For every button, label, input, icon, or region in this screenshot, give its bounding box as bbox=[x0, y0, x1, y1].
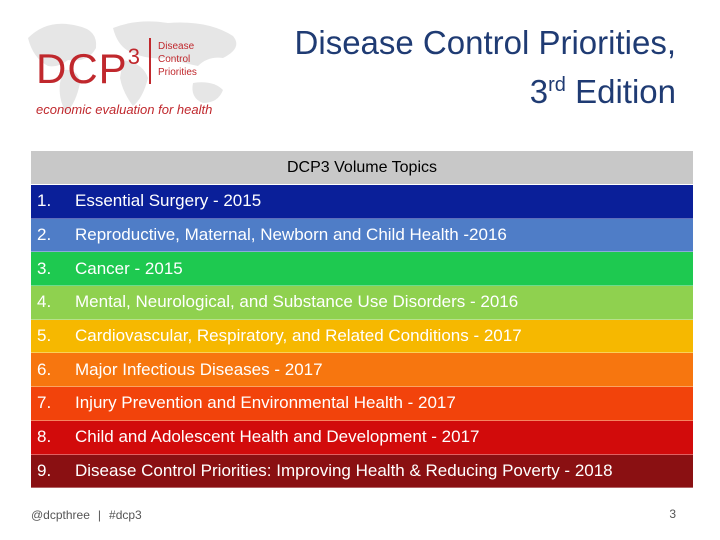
topic-label: Essential Surgery - 2015 bbox=[75, 191, 262, 211]
page-number: 3 bbox=[669, 507, 676, 521]
topic-row: 8. Child and Adolescent Health and Develo… bbox=[31, 420, 693, 455]
topic-number: 4. bbox=[37, 292, 52, 312]
footer-separator: | bbox=[97, 508, 102, 522]
topic-label: Cancer - 2015 bbox=[75, 258, 183, 278]
topic-number: 7. bbox=[37, 393, 52, 413]
topic-label: Reproductive, Maternal, Newborn and Chil… bbox=[75, 225, 507, 245]
topic-label: Mental, Neurological, and Substance Use … bbox=[75, 292, 519, 312]
table-header: DCP3 Volume Topics bbox=[31, 151, 693, 184]
topic-row: 3. Cancer - 2015 bbox=[31, 252, 693, 287]
topic-number: 5. bbox=[37, 326, 52, 346]
logo-divider bbox=[149, 38, 151, 84]
topic-number: 9. bbox=[37, 460, 52, 480]
topic-number: 8. bbox=[37, 427, 52, 447]
topic-label: Cardiovascular, Respiratory, and Related… bbox=[75, 326, 522, 346]
topic-row: 2. Reproductive, Maternal, Newborn and Ch… bbox=[31, 218, 693, 253]
slide-title: Disease Control Priorities, 3rd Edition bbox=[294, 24, 676, 110]
topic-label: Injury Prevention and Environmental Heal… bbox=[75, 393, 456, 413]
topic-row: 9. Disease Control Priorities: Improving … bbox=[31, 454, 693, 489]
topic-row: 5. Cardiovascular, Respiratory, and Relat… bbox=[31, 319, 693, 354]
topic-row: 7. Injury Prevention and Environmental He… bbox=[31, 387, 693, 421]
logo-subtitle: Disease Control Priorities bbox=[158, 41, 197, 78]
hashtag: #dcp3 bbox=[109, 508, 142, 522]
topic-row: 4. Mental, Neurological, and Substance Us… bbox=[31, 286, 693, 320]
topic-number: 6. bbox=[37, 359, 52, 379]
twitter-handle: @dcpthree bbox=[31, 508, 90, 522]
topic-number: 2. bbox=[37, 225, 52, 245]
world-map-graphic bbox=[28, 21, 237, 113]
topic-row: 1. Essential Surgery - 2015 bbox=[31, 185, 693, 219]
slide-footer: @dcpthree | #dcp3 bbox=[31, 508, 142, 522]
topic-label: Disease Control Priorities: Improving He… bbox=[75, 460, 613, 480]
topics-list: 1. Essential Surgery - 2015 2. Reproductive… bbox=[31, 185, 693, 489]
dcp3-logo: DCP3 Disease Control Priorities bbox=[36, 38, 236, 98]
topic-label: Child and Adolescent Health and Developm… bbox=[75, 427, 480, 447]
logo-tagline: economic evaluation for health bbox=[36, 102, 213, 117]
logo-wordmark: DCP3 bbox=[36, 44, 141, 92]
topic-number: 3. bbox=[37, 258, 52, 278]
topic-number: 1. bbox=[37, 191, 52, 211]
topic-label: Major Infectious Diseases - 2017 bbox=[75, 359, 323, 379]
topic-row: 6. Major Infectious Diseases - 2017 bbox=[31, 353, 693, 388]
